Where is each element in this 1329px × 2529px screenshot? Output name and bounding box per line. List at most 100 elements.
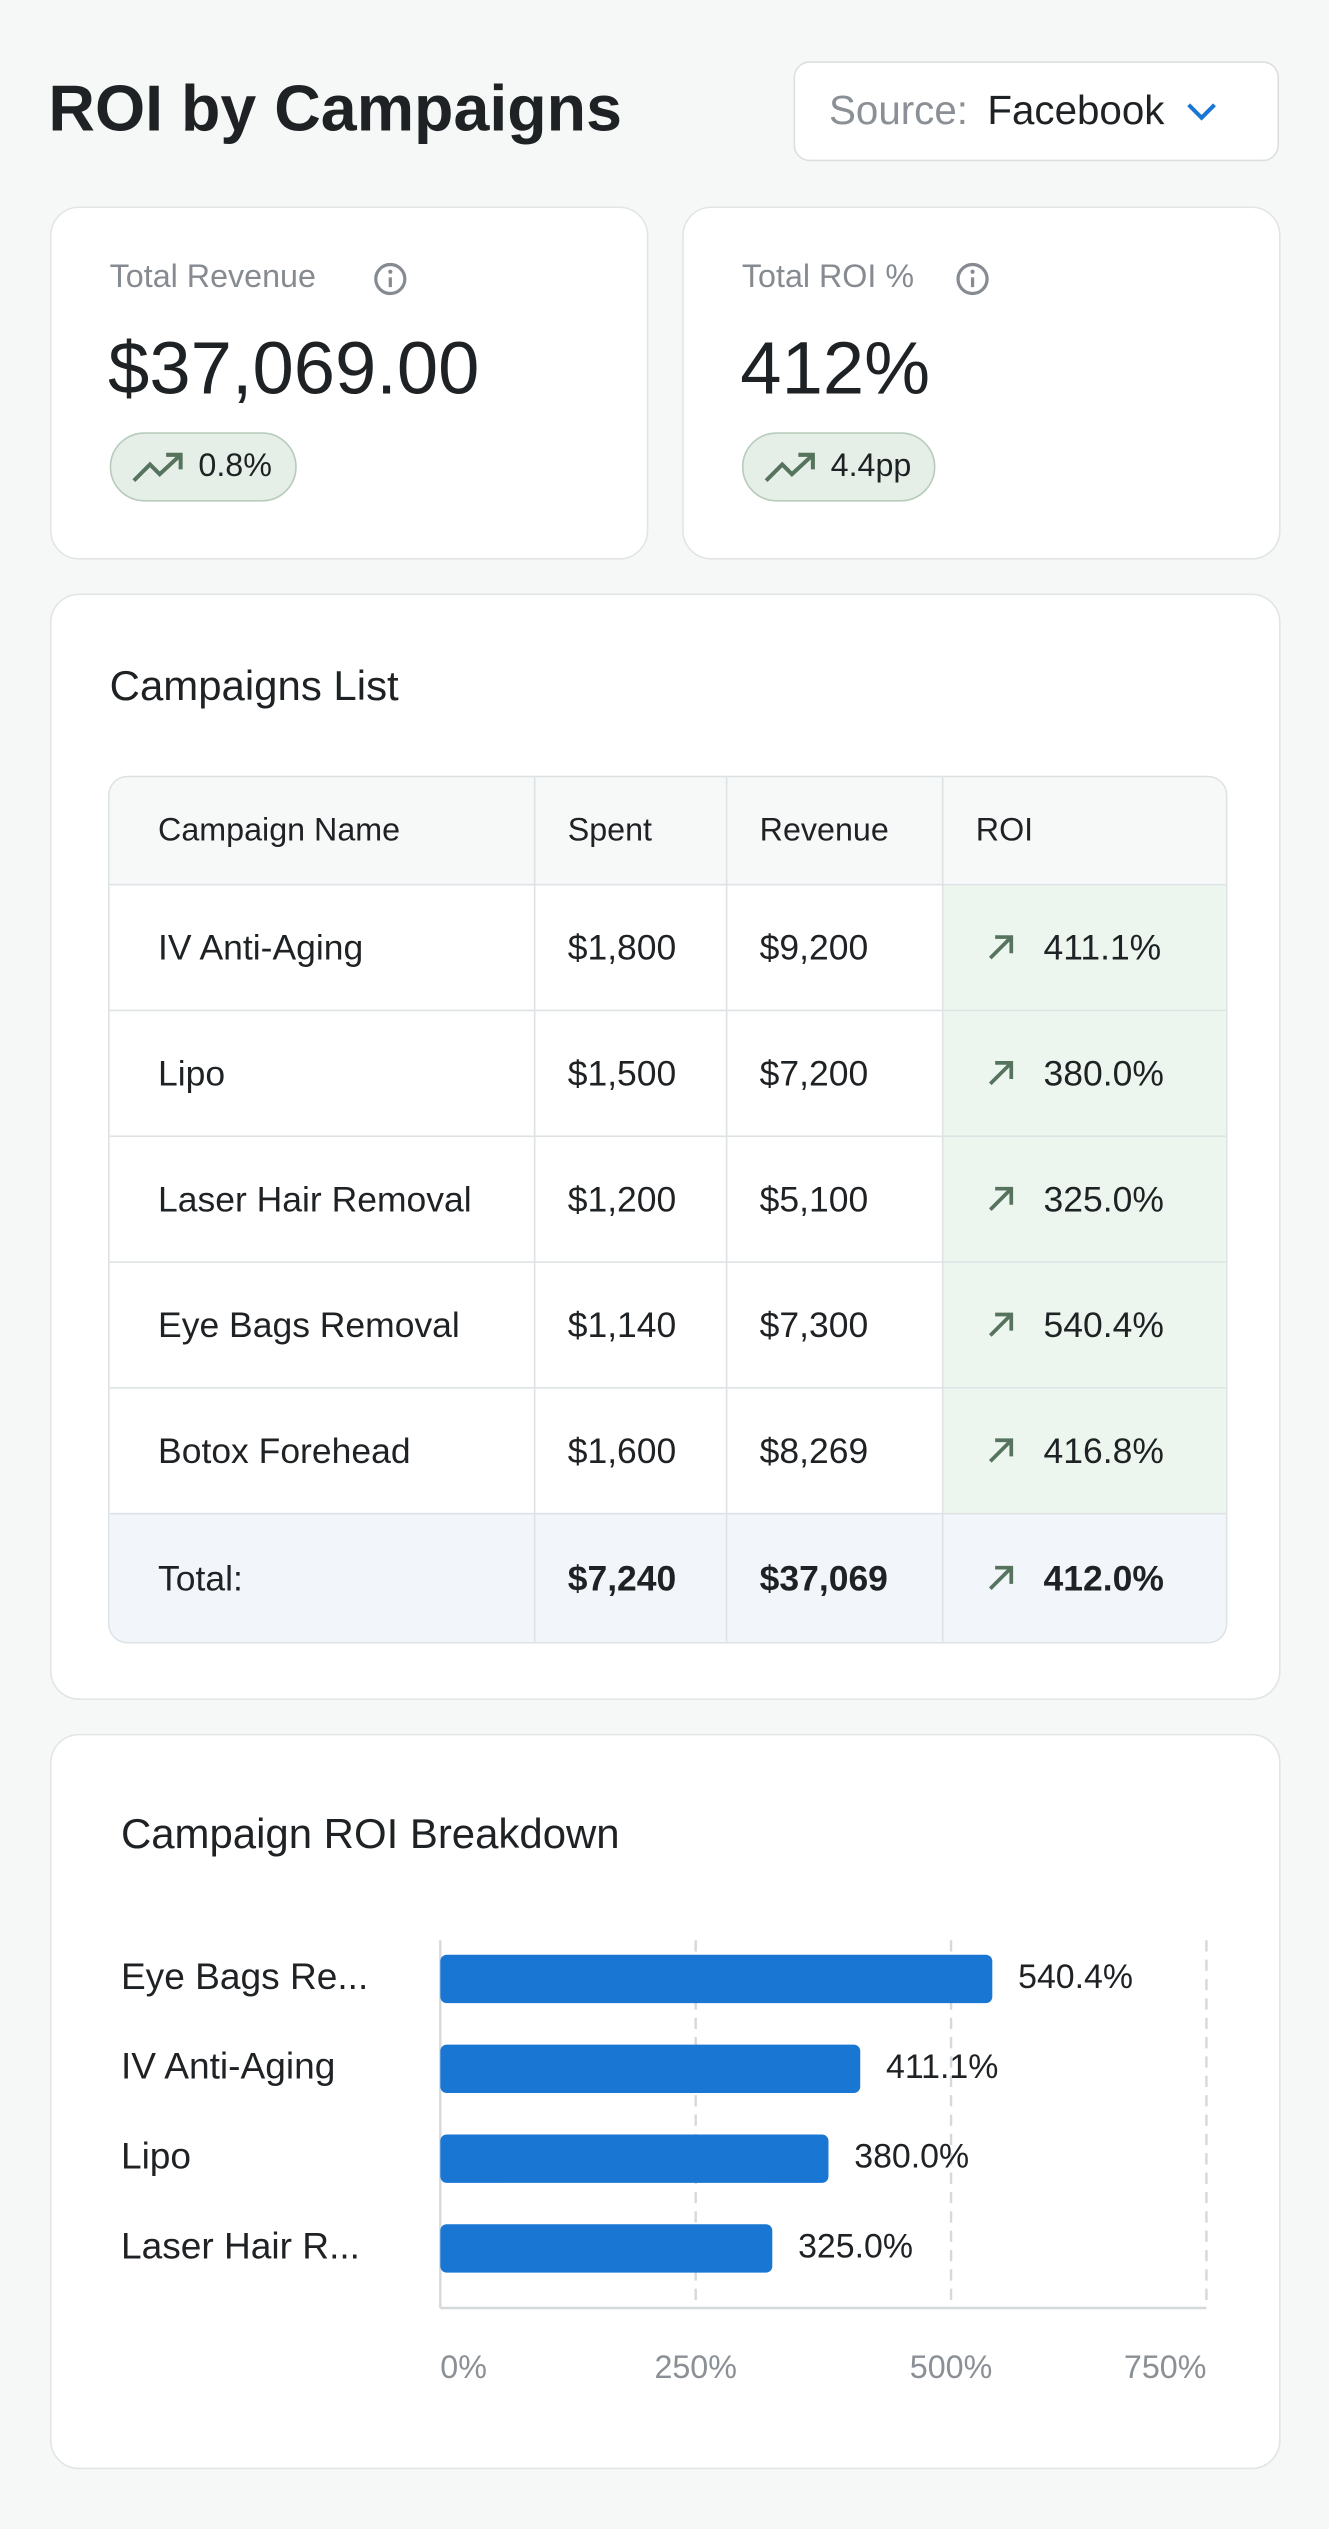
table-cell: IV Anti-Aging [109,885,536,1012]
table-cell: Eye Bags Removal [109,1262,536,1389]
kpi-value: $37,069.00 [108,325,480,410]
table-cell: Laser Hair Removal [109,1137,536,1263]
bar [440,2224,773,2273]
cell-text: $1,600 [567,1429,677,1471]
kpi-change: 4.4pp [741,432,936,502]
up-arrow-icon [988,1437,1014,1462]
bar [440,2134,829,2183]
source-dropdown[interactable]: Source: Facebook [793,61,1279,162]
info-icon [956,262,989,296]
kpi-card: Total Revenue $37,069.00 0.8% [49,206,649,560]
trend-icon [132,452,183,482]
value-label: 380.0% [854,2138,969,2176]
table-cell: Botox Forehead [109,1388,536,1515]
table-cell: $37,069 [727,1514,944,1642]
page-title: ROI by Campaigns [48,74,622,146]
value-label: 540.4% [1018,1958,1133,1996]
kpi-change: 0.8% [109,432,297,502]
cell-text: 325.0% [1043,1178,1164,1219]
bar [440,1954,993,2004]
x-tick-label: 750% [1124,2349,1206,2385]
table-cell: $1,140 [535,1262,728,1389]
column-header: ROI [943,777,1226,886]
source-value: Facebook [987,87,1165,134]
table-cell: $1,600 [535,1388,728,1515]
kpi-label: Total Revenue [109,259,316,296]
cell-text: $37,069 [759,1557,888,1598]
cell-text: 416.8% [1043,1429,1164,1471]
cell-text: $7,200 [759,1052,869,1093]
roi-cell: 380.0% [943,1011,1226,1138]
table-cell: $7,300 [727,1262,944,1389]
y-tick-label: IV Anti-Aging [121,2045,335,2087]
cell-text: $1,140 [567,1303,677,1345]
chart-card [49,1733,1281,2470]
info-icon [374,262,407,296]
cell-text: 540.4% [1043,1303,1164,1345]
table-row: Botox Forehead $1,600 $8,269 416.8% [109,1388,1226,1515]
cell-text: 412.0% [1043,1557,1164,1598]
value-label: 325.0% [798,2227,913,2265]
table-cell: $1,800 [535,885,728,1012]
cell-text: $9,200 [759,926,869,967]
table-title: Campaigns List [109,661,399,710]
cell-text: IV Anti-Aging [158,926,364,967]
chart-title: Campaign ROI Breakdown [121,1810,620,1857]
kpi-label: Total ROI % [741,259,915,296]
up-arrow-icon [988,1060,1014,1085]
cell-text: Laser Hair Removal [158,1178,472,1219]
table-cell: $1,500 [535,1011,728,1138]
kpi-card: Total ROI % 412% 4.4pp [682,206,1281,560]
table-cell: Total: [109,1514,536,1642]
change-text: 4.4pp [830,448,912,484]
table-row: Lipo $1,500 $7,200 380.0% [109,1011,1226,1138]
table-cell: $7,200 [727,1011,944,1138]
column-header: Campaign Name [109,777,536,886]
chevron-icon [1187,103,1216,121]
cell-text: $7,300 [759,1303,869,1345]
x-tick-label: 500% [910,2349,992,2385]
cell-text: Eye Bags Removal [158,1303,460,1345]
roi-cell: 411.1% [943,885,1226,1012]
table-card: Campaigns List Campaign Name Spent Revenue… [49,593,1281,1700]
cell-text: 380.0% [1043,1052,1164,1093]
roi-cell: 412.0% [943,1514,1226,1642]
up-arrow-icon [988,1565,1014,1590]
roi-cell: 325.0% [943,1137,1226,1263]
up-arrow-icon [988,1186,1014,1211]
trend-icon [764,452,815,482]
change-text: 0.8% [198,448,272,484]
table-cell: Lipo [109,1011,536,1138]
cell-text: 411.1% [1043,926,1162,967]
y-tick-label: Laser Hair R... [121,2224,360,2266]
table-cell: $7,240 [535,1514,728,1642]
y-tick-label: Eye Bags Re... [121,1955,368,1997]
table-row: IV Anti-Aging $1,800 $9,200 411.1% [109,885,1226,1012]
table-cell: $8,269 [727,1388,944,1515]
roi-cell: 416.8% [943,1388,1226,1515]
source-label: Source: [829,87,968,134]
cell-text: Botox Forehead [158,1429,411,1471]
cell-text: $8,269 [759,1429,869,1471]
cell-text: $1,200 [567,1178,677,1219]
cell-text: Lipo [158,1052,226,1093]
table-row: Eye Bags Removal $1,140 $7,300 540.4% [109,1262,1226,1389]
column-header: Spent [535,777,728,886]
table-cell: $9,200 [727,885,944,1012]
header-row: Campaign Name Spent Revenue ROI [109,777,1226,886]
table-cell: $1,200 [535,1137,728,1263]
total-row: Total: $7,240 $37,069 412.0% [109,1514,1226,1642]
cell-text: $1,800 [567,926,677,967]
cell-text: $1,500 [567,1052,677,1093]
kpi-value: 412% [740,325,931,410]
bar [440,2044,861,2094]
cell-text: $5,100 [759,1178,869,1219]
y-tick-label: Lipo [121,2134,191,2176]
x-tick-label: 0% [440,2349,487,2385]
campaigns-table: Campaign Name Spent Revenue ROI IV Anti-Agin… [108,775,1228,1644]
up-arrow-icon [988,934,1014,959]
value-label: 411.1% [886,2048,998,2086]
